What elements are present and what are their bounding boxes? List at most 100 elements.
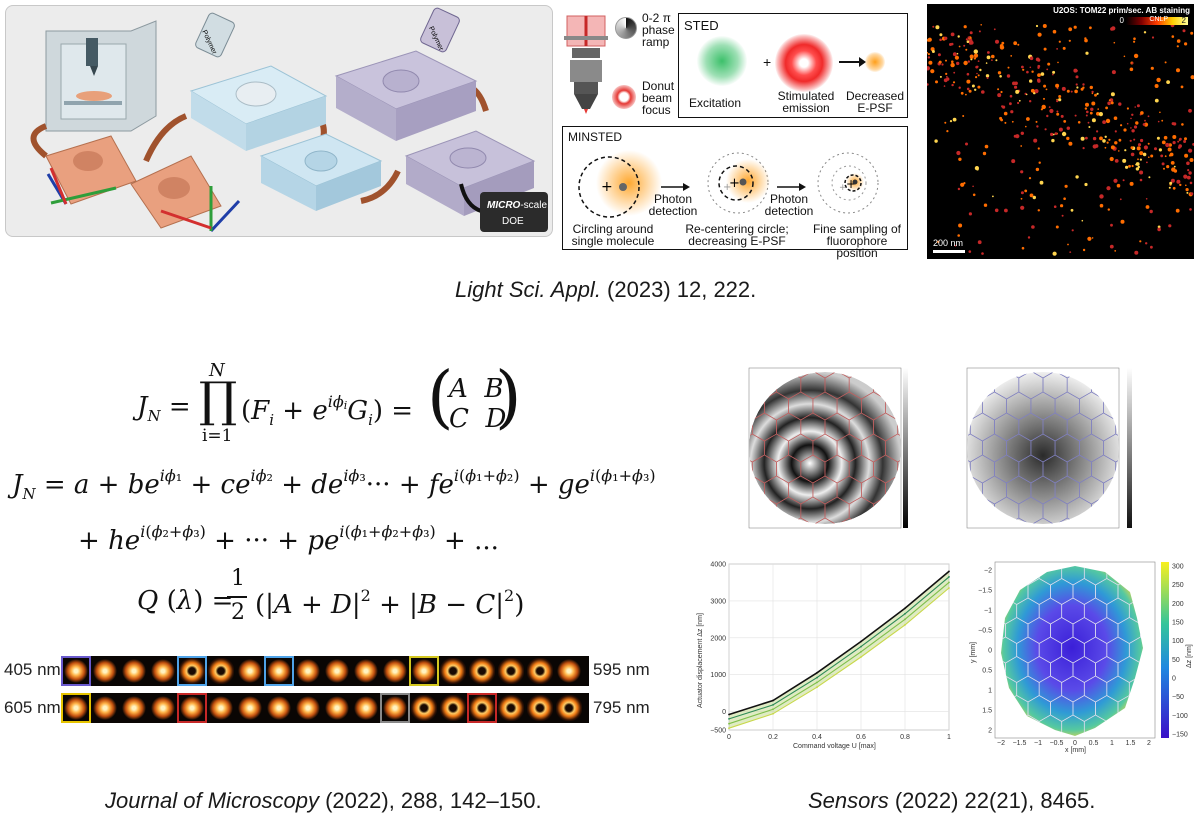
fluorescence-dot bbox=[1091, 90, 1094, 94]
fluorescence-dot bbox=[1033, 138, 1038, 143]
fluorescence-dot bbox=[999, 75, 1002, 78]
fluorescence-dot bbox=[939, 75, 942, 78]
fluorescence-dot bbox=[992, 195, 994, 198]
psf-frame bbox=[237, 695, 263, 721]
psf-frame bbox=[61, 656, 91, 686]
fluorescence-dot bbox=[1130, 127, 1132, 129]
minsted-caption-2: Re-centering circle; decreasing E-PSF bbox=[685, 222, 789, 248]
fluorescence-dot bbox=[1135, 163, 1137, 166]
fluorescence-dot bbox=[1052, 73, 1054, 76]
fluorescence-dot bbox=[1125, 165, 1129, 169]
fluorescence-dot bbox=[1076, 86, 1079, 89]
fluorescence-dot bbox=[946, 75, 948, 78]
fluorescence-dot bbox=[1043, 84, 1047, 88]
fluorescence-dot bbox=[1102, 120, 1106, 124]
fluorescence-dot bbox=[956, 52, 959, 55]
fluorescence-dot bbox=[1075, 83, 1078, 86]
citation-bottom-left: Journal of Microscopy (2022), 288, 142–1… bbox=[105, 788, 542, 813]
fluorescence-dot bbox=[1130, 152, 1135, 157]
fluorescence-dot bbox=[1139, 240, 1142, 243]
y-tick-label: 4000 bbox=[710, 562, 726, 569]
fluorescence-dot bbox=[981, 252, 984, 255]
fluorescence-dot bbox=[1063, 197, 1066, 200]
fluorescence-dot bbox=[976, 168, 979, 171]
fluorescence-dot bbox=[977, 240, 982, 245]
fluorescence-dot bbox=[1056, 98, 1058, 101]
printing-illustration: Polymer Polymer MICRO-scale DOE bbox=[30, 7, 548, 233]
fluorescence-dot bbox=[1187, 169, 1190, 172]
fluorescence-dot bbox=[1057, 61, 1059, 64]
fluorescence-dot bbox=[968, 89, 972, 93]
psf-frame bbox=[380, 693, 410, 723]
fluorescence-dot bbox=[934, 139, 938, 143]
fluorescence-dot bbox=[1171, 167, 1176, 172]
psf-frame bbox=[177, 693, 207, 723]
fluorescence-dot bbox=[1102, 139, 1106, 143]
psf-row1-left-label: 405 nm bbox=[4, 660, 61, 679]
fluorescence-dot bbox=[1176, 68, 1180, 73]
series-band bbox=[729, 571, 949, 729]
fluorescence-dot bbox=[1082, 86, 1085, 89]
fluorescence-dot bbox=[1114, 141, 1118, 145]
series-line-1 bbox=[728, 570, 950, 716]
fluorescence-dot bbox=[1004, 208, 1008, 213]
fluorescence-dot bbox=[997, 71, 1002, 75]
fluorescence-dot bbox=[1042, 105, 1046, 109]
fluorescence-dot bbox=[1035, 24, 1039, 28]
fluorescence-dot bbox=[1085, 102, 1089, 107]
fluorescence-dot bbox=[1137, 158, 1139, 161]
x-tick-label: 0.6 bbox=[856, 734, 866, 741]
fluorescence-dot bbox=[1161, 140, 1166, 145]
fluorescence-dot bbox=[1189, 158, 1194, 162]
fluorescence-dot bbox=[1077, 121, 1081, 124]
actuator-hex bbox=[735, 434, 740, 462]
fluorescence-dot bbox=[1169, 152, 1174, 157]
substrate-2 bbox=[130, 155, 241, 233]
fluorescence-dot bbox=[1148, 156, 1150, 158]
fluorescence-dot bbox=[927, 83, 929, 86]
fluorescence-dot bbox=[1075, 175, 1079, 179]
fluorescence-dot bbox=[1131, 164, 1134, 168]
series-1-point bbox=[728, 713, 730, 716]
fluorescence-dot bbox=[937, 53, 941, 57]
fluorescence-dot bbox=[945, 72, 948, 75]
fluorescence-dot bbox=[1143, 31, 1147, 34]
fluorescence-dot bbox=[1129, 181, 1134, 186]
fluorescence-dot bbox=[1113, 116, 1118, 120]
fluorescence-dot bbox=[1134, 106, 1136, 108]
p4-y-tick: 2 bbox=[988, 728, 992, 735]
deformation-x-ticks: −2 −1.5 −1 −0.5 0 0.5 1 1.5 2 bbox=[997, 740, 1151, 747]
fluorescence-dot bbox=[1186, 191, 1189, 194]
fluorescence-dot bbox=[1116, 183, 1121, 188]
y-tick-label: 3000 bbox=[710, 598, 726, 605]
fluorescence-dot bbox=[985, 74, 990, 78]
fluorescence-dot bbox=[935, 25, 940, 30]
fluorescence-dot bbox=[1183, 174, 1188, 179]
fluorescence-dot bbox=[997, 93, 1002, 98]
psf-frame bbox=[527, 658, 553, 684]
fluorescence-dot bbox=[1156, 77, 1161, 83]
fluorescence-dot bbox=[1098, 112, 1103, 117]
fluorescence-dot bbox=[1063, 120, 1067, 123]
fluorescence-dot bbox=[941, 63, 944, 66]
minsted-diagram: + + + + + bbox=[578, 150, 879, 218]
psf-frame bbox=[409, 656, 439, 686]
series-4-point bbox=[904, 624, 906, 626]
fluorescence-dot bbox=[1001, 41, 1005, 45]
psf-frame bbox=[61, 693, 91, 723]
fluorescence-dot bbox=[1114, 159, 1119, 163]
fluorescence-dot bbox=[1025, 125, 1027, 128]
psf-row1-right-label: 595 nm bbox=[593, 660, 650, 679]
psf-frame bbox=[498, 695, 524, 721]
fluorescence-dot bbox=[1009, 102, 1012, 106]
printer-icon bbox=[45, 20, 157, 132]
chart-x-ticks: 0 0.2 0.4 0.6 0.8 1 bbox=[727, 734, 951, 741]
fluorescence-dot bbox=[1108, 99, 1111, 102]
fluorescence-dot bbox=[1091, 237, 1094, 239]
fluorescence-dot bbox=[1060, 204, 1064, 208]
fluorescence-dot bbox=[1084, 182, 1088, 187]
fluorescence-dot bbox=[995, 59, 998, 62]
fluorescence-dot bbox=[1099, 136, 1103, 141]
fluorescence-dot bbox=[1096, 92, 1099, 95]
phase-ramp-icon bbox=[615, 17, 637, 39]
